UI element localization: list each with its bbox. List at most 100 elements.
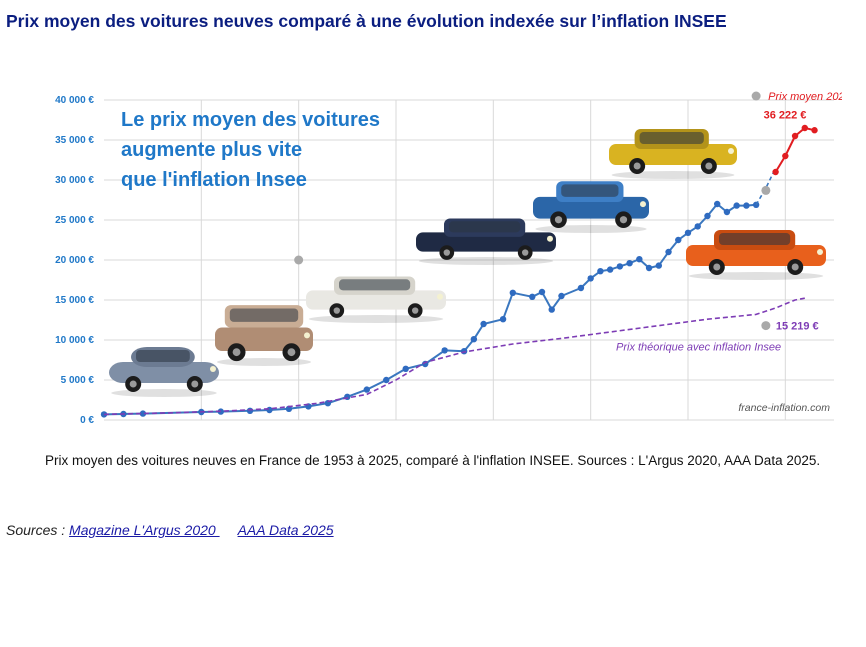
car-icon: [686, 230, 826, 280]
chart-caption: Prix moyen des voitures neuves en France…: [45, 453, 821, 468]
series-point: [266, 406, 273, 414]
headline-line: augmente plus vite: [121, 139, 302, 161]
car-illustrations: [109, 129, 826, 397]
series-point: [704, 212, 711, 220]
source-link-largus[interactable]: Magazine L'Argus 2020: [69, 522, 220, 538]
series-point: [606, 266, 614, 273]
y-tick-label: 0 €: [80, 415, 94, 426]
y-tick-label: 35 000 €: [55, 135, 94, 146]
car-hubcap: [791, 263, 799, 271]
sources-line: Sources : Magazine L'Argus 2020 AAA Data…: [6, 522, 352, 538]
series-point: [558, 292, 565, 300]
car-headlight: [817, 249, 823, 255]
car-icon: [109, 347, 219, 397]
series-point: [383, 376, 390, 384]
car-shadow: [308, 315, 444, 323]
series-point: [743, 202, 750, 209]
car-headlight: [304, 332, 310, 339]
car-window: [719, 233, 791, 245]
y-tick-label: 20 000 €: [55, 255, 94, 266]
car-hubcap: [521, 249, 529, 256]
car-headlight: [437, 293, 443, 300]
car-hubcap: [411, 307, 419, 314]
y-tick-label: 30 000 €: [55, 175, 94, 186]
series-point: [782, 152, 789, 160]
y-tick-label: 10 000 €: [55, 335, 94, 346]
series-point: [597, 268, 604, 275]
series-point: [480, 320, 487, 328]
series-point: [587, 275, 594, 282]
annotation-label: france-inflation.com: [738, 402, 830, 414]
series-point: [402, 365, 409, 372]
car-icon: [306, 276, 446, 323]
headline-line: que l'inflation Insee: [121, 169, 307, 191]
series-point: [733, 202, 740, 209]
car-hubcap: [633, 162, 641, 170]
series-point: [470, 336, 478, 343]
car-headlight: [640, 201, 646, 208]
car-window: [229, 308, 299, 322]
page-title: Prix moyen des voitures neuves comparé à…: [6, 11, 727, 31]
series-point: [538, 288, 546, 296]
car-hubcap: [705, 162, 713, 170]
car-hubcap: [287, 348, 296, 357]
series-point: [665, 248, 672, 256]
highlight-dot: [294, 255, 304, 265]
series-point: [772, 168, 779, 176]
highlight-dot: [761, 185, 771, 195]
chart-headline: Le prix moyen des voitures augmente plus …: [121, 109, 380, 191]
y-tick-label: 15 000 €: [55, 295, 94, 306]
series-point: [577, 284, 585, 292]
car-window: [136, 350, 190, 362]
car-icon: [416, 218, 556, 265]
car-hubcap: [232, 348, 241, 357]
car-shadow: [418, 257, 554, 265]
series-point: [684, 229, 692, 236]
car-shadow: [688, 272, 824, 280]
y-tick-label: 25 000 €: [55, 215, 94, 226]
series-point: [626, 260, 633, 267]
series-point: [616, 263, 624, 270]
highlight-dot: [761, 321, 771, 331]
headline-line: Le prix moyen des voitures: [121, 109, 380, 131]
series-point: [363, 386, 370, 393]
car-shadow: [111, 389, 217, 397]
series-point: [529, 293, 536, 300]
car-shadow: [611, 171, 735, 179]
series-point: [636, 256, 643, 263]
series-point: [645, 264, 653, 272]
series-point: [139, 410, 147, 417]
car-icon: [215, 305, 313, 366]
series-point: [801, 124, 808, 132]
car-headlight: [547, 235, 553, 242]
series-point: [655, 262, 662, 269]
y-axis-ticks: 0 € 5 000 € 10 000 € 15 000 € 20 000 € 25 000…: [55, 95, 94, 426]
car-headlight: [210, 366, 216, 372]
annotations: Prix moyen 2025 36 222 € 15 219 € Prix théo…: [616, 91, 842, 414]
car-headlight: [728, 148, 734, 154]
series-point: [811, 127, 818, 134]
annotation-label: 36 222 €: [764, 109, 807, 121]
series-point: [675, 236, 682, 244]
series-point: [548, 306, 555, 313]
y-tick-label: 5 000 €: [61, 375, 95, 386]
chart-svg: 0 € 5 000 € 10 000 € 15 000 € 20 000 € 25 000…: [55, 91, 842, 426]
series-point: [714, 200, 721, 208]
series-point: [791, 132, 799, 140]
series-point: [285, 405, 293, 412]
source-link-aaa-data[interactable]: AAA Data 2025: [237, 522, 334, 538]
car-hubcap: [619, 216, 628, 224]
series-point: [509, 289, 516, 296]
car-hubcap: [554, 216, 563, 224]
series-point: [694, 223, 701, 230]
series-point: [499, 316, 507, 323]
highlight-dots: [294, 91, 771, 331]
car-hubcap: [191, 380, 199, 388]
car-hubcap: [443, 249, 451, 256]
annotation-label: 15 219 €: [776, 321, 819, 333]
series-point: [723, 208, 731, 216]
car-window: [339, 279, 411, 291]
series-point: [441, 347, 448, 354]
car-shadow: [535, 225, 647, 233]
car-icon: [609, 129, 737, 179]
